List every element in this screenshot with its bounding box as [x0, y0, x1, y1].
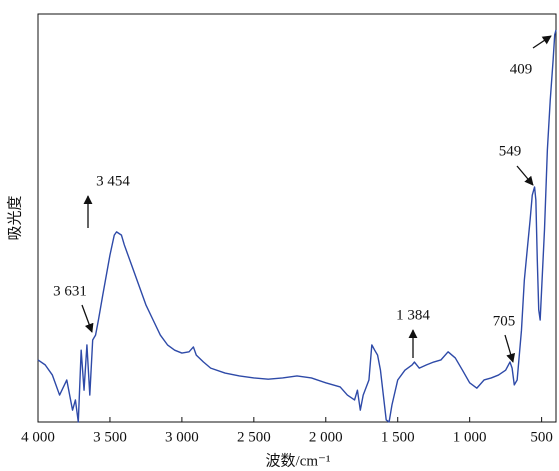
x-tick-label: 1 500	[381, 429, 415, 445]
arrows	[81, 35, 552, 363]
annotation: 1 384	[396, 307, 430, 323]
spectrum-line	[37, 29, 557, 423]
arrow	[504, 334, 516, 363]
annotation: 409	[510, 61, 533, 77]
arrow	[532, 35, 552, 49]
y-axis-label: 吸光度	[6, 195, 23, 240]
arrow	[516, 165, 534, 186]
annotation: 705	[493, 313, 516, 329]
annotation: 549	[499, 143, 522, 159]
arrow	[81, 304, 94, 333]
annotation: 3 454	[96, 173, 130, 189]
plot-frame	[37, 13, 557, 423]
x-tick-label: 1 000	[453, 429, 487, 445]
x-tick-label: 4 000	[21, 429, 55, 445]
x-axis-label: 波数/cm⁻¹	[266, 452, 331, 469]
x-tick-label: 3 000	[165, 429, 199, 445]
annotation: 3 631	[53, 283, 87, 299]
x-tick-label: 2 500	[237, 429, 271, 445]
x-tick-label: 500	[530, 429, 553, 445]
x-tick-label: 2 000	[309, 429, 343, 445]
x-tick-label: 3 500	[93, 429, 127, 445]
